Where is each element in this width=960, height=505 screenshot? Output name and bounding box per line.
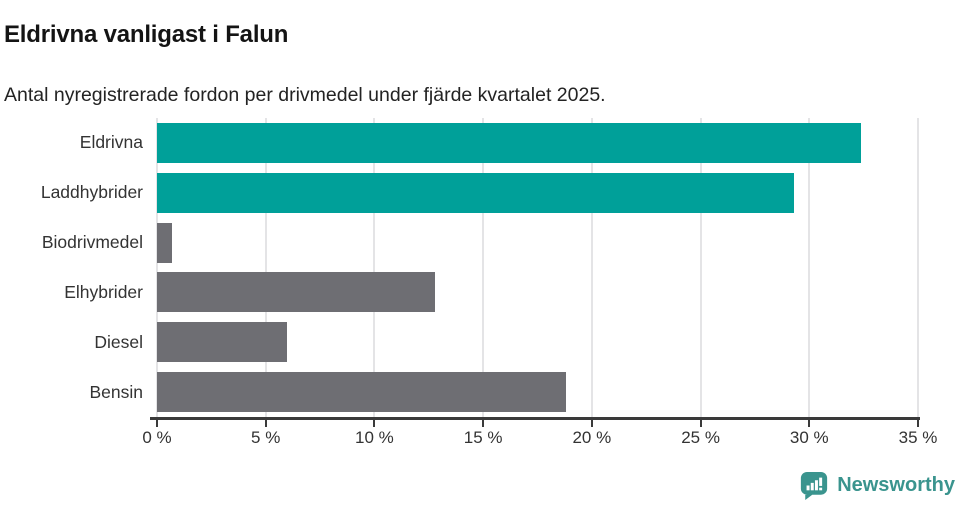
x-axis-tick-label: 10 % bbox=[355, 428, 394, 447]
category-label: Laddhybrider bbox=[40, 182, 143, 203]
x-axis: 0 % 5 % 10 % 15 % 20 % 25 % 30 % 35 % bbox=[142, 417, 937, 463]
bar-elhybrider bbox=[157, 272, 436, 313]
newsworthy-logo-icon bbox=[800, 471, 828, 500]
category-label: Eldrivna bbox=[79, 132, 143, 153]
bar-biodrivmedel bbox=[157, 222, 173, 263]
bar-eldrivna bbox=[157, 122, 862, 163]
chart-title: Eldrivna vanligast i Falun bbox=[4, 21, 289, 49]
x-axis-tick-label: 15 % bbox=[463, 428, 503, 447]
gridline-5 bbox=[264, 118, 267, 417]
bar-chart: Eldrivna Laddhybrider Biodrivmedel Elhybrid… bbox=[0, 118, 960, 463]
category-label: Biodrivmedel bbox=[41, 232, 143, 253]
category-label: Elhybrider bbox=[64, 281, 143, 302]
gridline-35 bbox=[917, 118, 919, 417]
x-axis-tick-30 bbox=[808, 419, 811, 427]
bar-bensin bbox=[157, 372, 566, 413]
bar-track bbox=[157, 372, 918, 413]
x-axis-tick-5 bbox=[264, 419, 267, 427]
chart-row-biodrivmedel: Biodrivmedel bbox=[0, 218, 960, 268]
gridline-15 bbox=[482, 118, 485, 417]
x-axis-tick-35 bbox=[917, 419, 919, 427]
bar-diesel bbox=[157, 322, 288, 363]
chart-subtitle: Antal nyregistrerade fordon per drivmede… bbox=[4, 83, 606, 106]
gridline-30 bbox=[808, 118, 811, 417]
x-axis-tick-20 bbox=[590, 419, 593, 427]
chart-gridlines bbox=[156, 118, 919, 417]
x-axis-tick-0 bbox=[156, 419, 158, 427]
gridline-20 bbox=[590, 118, 593, 417]
x-axis-tick-10 bbox=[373, 419, 376, 427]
chart-row-diesel: Diesel bbox=[0, 317, 960, 367]
gridline-0 bbox=[156, 118, 158, 417]
chart-rows: Eldrivna Laddhybrider Biodrivmedel Elhybrid… bbox=[0, 118, 960, 417]
x-axis-tick-label: 0 % bbox=[142, 428, 172, 447]
category-label: Bensin bbox=[89, 381, 143, 402]
newsworthy-logo[interactable]: Newsworthy bbox=[800, 471, 955, 500]
chart-row-bensin: Bensin bbox=[0, 367, 960, 417]
bar-track bbox=[157, 222, 918, 263]
x-axis-tick-label: 25 % bbox=[681, 428, 720, 447]
bar-laddhybrider bbox=[157, 172, 795, 213]
newsworthy-logo-text: Newsworthy bbox=[837, 474, 955, 496]
x-axis-tick-label: 5 % bbox=[251, 428, 281, 447]
bar-track bbox=[157, 322, 918, 363]
gridline-10 bbox=[373, 118, 376, 417]
bar-track bbox=[157, 272, 918, 313]
chart-row-laddhybrider: Laddhybrider bbox=[0, 168, 960, 218]
category-label: Diesel bbox=[94, 331, 143, 352]
chart-row-elhybrider: Elhybrider bbox=[0, 267, 960, 317]
x-axis-line bbox=[150, 417, 920, 420]
chart-row-eldrivna: Eldrivna bbox=[0, 118, 960, 168]
x-axis-tick-label: 20 % bbox=[572, 428, 612, 447]
bar-track bbox=[157, 172, 918, 213]
x-axis-tick-25 bbox=[699, 419, 702, 427]
bar-track bbox=[157, 122, 918, 163]
x-axis-tick-15 bbox=[482, 419, 485, 427]
gridline-25 bbox=[699, 118, 702, 417]
x-axis-tick-label: 35 % bbox=[898, 428, 938, 447]
x-axis-tick-label: 30 % bbox=[789, 428, 829, 447]
